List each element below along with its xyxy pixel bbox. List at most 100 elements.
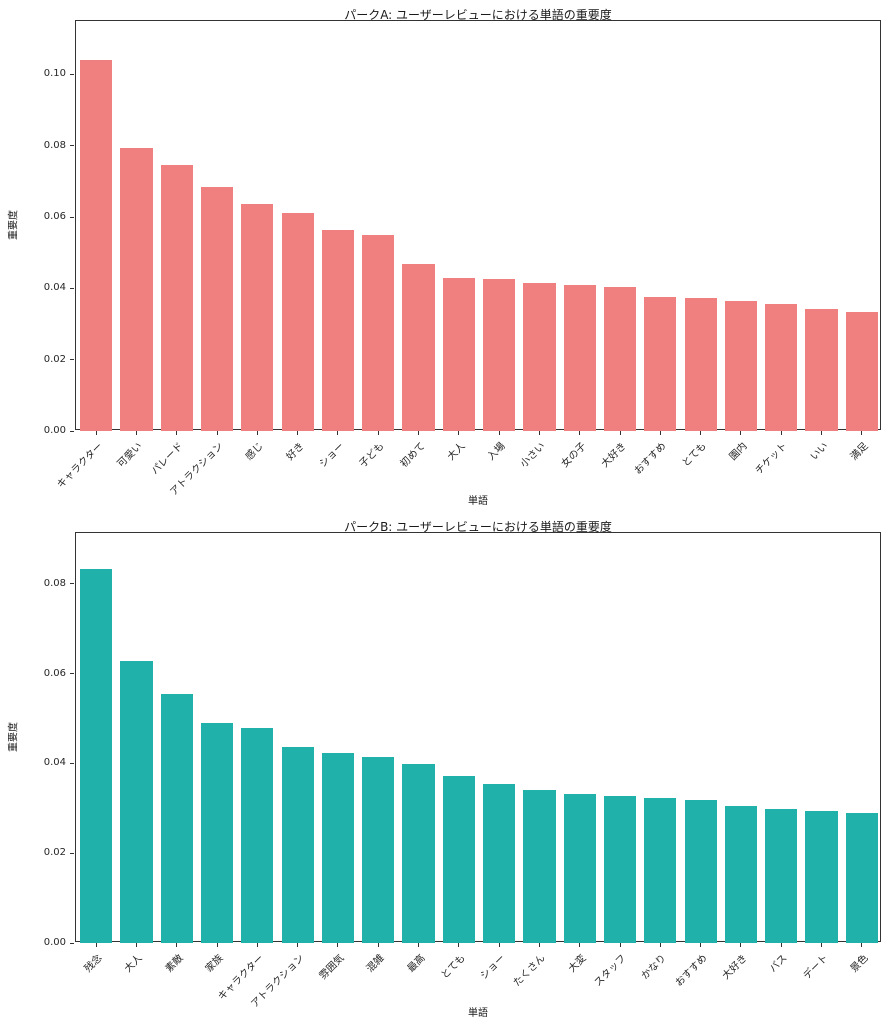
x-tick-label: 好き xyxy=(284,440,307,463)
y-tick-mark xyxy=(70,145,74,147)
x-tick-label: スタッフ xyxy=(592,952,629,989)
y-tick-mark xyxy=(70,216,74,218)
x-tick-label: ショー xyxy=(478,952,508,982)
chart-park-a: パークA: ユーザーレビューにおける単語の重要度 重要度 0.00 0.02 0.0… xyxy=(8,8,881,507)
bar xyxy=(684,297,717,431)
x-axis-label: 単語 xyxy=(468,496,488,507)
x-tick-mark xyxy=(538,431,540,435)
bar xyxy=(442,776,475,943)
y-tick-label: 0.00 xyxy=(43,937,66,948)
x-tick-mark xyxy=(700,431,702,435)
bar xyxy=(120,148,153,431)
x-tick-mark xyxy=(297,943,299,947)
x-tick-label: 素敵 xyxy=(163,952,186,975)
bar xyxy=(563,284,596,431)
x-tick-mark xyxy=(659,943,661,947)
x-tick-label: チケット xyxy=(753,440,790,477)
x-tick-label: おすすめ xyxy=(632,440,669,477)
x-tick-mark xyxy=(740,943,742,947)
x-tick-mark xyxy=(418,943,420,947)
bar xyxy=(483,278,516,431)
y-tick-mark xyxy=(70,673,74,675)
chart-title: パークA: ユーザーレビューにおける単語の重要度 xyxy=(344,8,612,22)
bar xyxy=(765,304,798,431)
x-tick-mark xyxy=(780,431,782,435)
x-tick-label: 大変 xyxy=(566,952,589,975)
bar xyxy=(321,229,355,431)
x-tick-mark xyxy=(861,943,863,947)
bar xyxy=(241,204,274,431)
bar xyxy=(281,746,314,943)
x-tick-mark xyxy=(458,431,460,435)
y-tick-label: 0.06 xyxy=(43,667,66,679)
bar xyxy=(765,809,798,943)
x-tick-label: ショー xyxy=(317,440,347,470)
x-tick-mark xyxy=(821,431,823,435)
x-tick-label: 小さい xyxy=(519,440,549,470)
x-tick-label: 大人 xyxy=(123,952,146,975)
x-tick-label: 子ども xyxy=(357,440,387,470)
x-tick-label: かなり xyxy=(639,952,669,982)
y-axis-label: 重要度 xyxy=(8,722,20,752)
y-tick-mark xyxy=(70,583,74,585)
bar xyxy=(362,235,395,431)
bar xyxy=(281,213,314,431)
y-tick-mark xyxy=(70,852,74,854)
x-tick-label: 満足 xyxy=(848,440,871,463)
bar xyxy=(563,794,596,943)
bar xyxy=(120,661,153,943)
x-tick-mark xyxy=(538,943,540,947)
x-tick-mark xyxy=(700,943,702,947)
y-tick-label: 0.02 xyxy=(43,847,66,859)
plot-area: 0.00 0.02 0.04 0.06 0.08 残念 大人 素敵 家族 キャラクター アトラクショ… xyxy=(44,532,881,1010)
y-tick-label: 0.08 xyxy=(43,139,66,151)
x-tick-label: たくさん xyxy=(511,952,549,989)
bar xyxy=(241,727,274,943)
x-tick-label: いい xyxy=(808,440,831,463)
bar xyxy=(644,798,677,943)
x-tick-mark xyxy=(579,431,581,435)
y-tick-mark xyxy=(70,430,74,432)
bar xyxy=(80,568,113,943)
bar xyxy=(845,813,878,943)
x-tick-label: 入場 xyxy=(485,440,508,463)
x-tick-mark xyxy=(337,943,339,947)
x-tick-label: パレード xyxy=(149,440,186,477)
x-tick-label: 大好き xyxy=(720,952,750,982)
x-tick-mark xyxy=(579,943,581,947)
bar xyxy=(845,312,878,431)
y-tick-mark xyxy=(70,73,74,75)
x-tick-label: 雰囲気 xyxy=(317,952,347,982)
bar xyxy=(442,277,475,431)
x-tick-label: 園内 xyxy=(727,440,750,463)
y-tick-mark xyxy=(70,762,74,764)
bar xyxy=(724,301,758,431)
y-tick-mark xyxy=(70,359,74,361)
bar xyxy=(603,795,637,943)
x-tick-label: 大好き xyxy=(599,440,629,470)
y-tick-label: 0.10 xyxy=(43,68,66,80)
y-tick-label: 0.04 xyxy=(43,757,66,769)
x-tick-label: 大人 xyxy=(445,440,468,463)
bar xyxy=(805,309,838,431)
bar xyxy=(80,59,113,431)
x-tick-mark xyxy=(418,431,420,435)
bar xyxy=(160,693,193,943)
x-tick-label: 景色 xyxy=(848,952,871,975)
y-tick-label: 0.06 xyxy=(43,211,66,223)
chart-park-b: パークB: ユーザーレビューにおける単語の重要度 重要度 0.00 0.02 0.0… xyxy=(0,512,895,1024)
bar xyxy=(200,723,234,943)
y-axis-label: 重要度 xyxy=(8,210,20,240)
x-tick-label: 初めて xyxy=(398,440,428,470)
bar xyxy=(644,296,677,431)
y-tick-label: 0.08 xyxy=(43,577,66,589)
x-tick-mark xyxy=(216,431,218,435)
chart-title: パークB: ユーザーレビューにおける単語の重要度 xyxy=(344,520,612,534)
x-tick-mark xyxy=(337,431,339,435)
x-tick-label: 女の子 xyxy=(559,440,589,470)
y-tick-mark xyxy=(70,942,74,944)
plot-area: 0.00 0.02 0.04 0.06 0.08 0.10 キャラクター 可愛い パレード アトラ… xyxy=(44,20,881,498)
x-tick-mark xyxy=(135,431,137,435)
y-tick-label: 0.00 xyxy=(43,425,66,436)
